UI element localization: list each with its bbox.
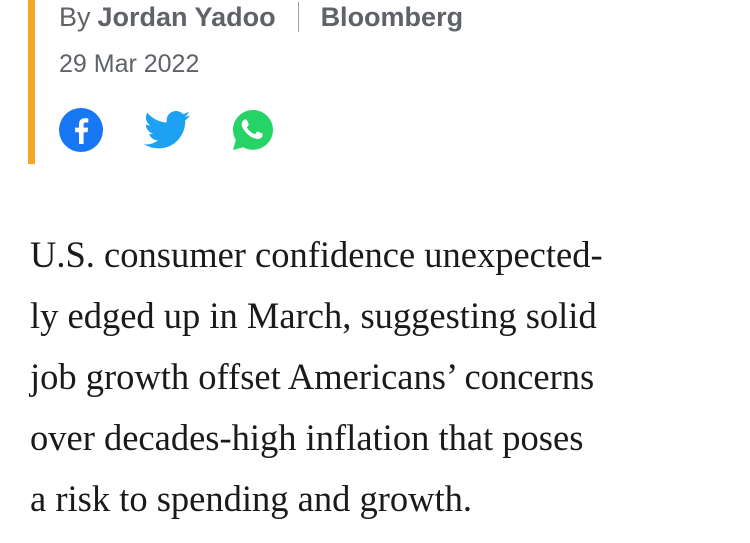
article-line: ly edged up in March, suggesting solid [30, 295, 597, 336]
share-bar [57, 106, 315, 154]
source-name[interactable]: Bloomberg [320, 1, 464, 32]
facebook-icon [59, 108, 103, 152]
byline: By Jordan Yadoo Bloomberg [59, 0, 463, 34]
twitter-icon [144, 111, 190, 149]
share-facebook-button[interactable] [57, 106, 105, 154]
share-twitter-button[interactable] [143, 106, 191, 154]
author-name[interactable]: Jordan Yadoo [97, 1, 276, 32]
byline-by-label: By [59, 1, 91, 32]
article-body: U.S. consumer confidence unexpected- ly … [30, 224, 730, 529]
article-line: over decades-high inflation that poses [30, 417, 584, 458]
whatsapp-icon [233, 110, 273, 150]
publish-date: 29 Mar 2022 [59, 50, 200, 78]
article-line: a risk to spending and growth. [30, 478, 472, 519]
share-whatsapp-button[interactable] [229, 106, 277, 154]
article-meta: By Jordan Yadoo Bloomberg 29 Mar 2022 [28, 0, 728, 164]
article-line: U.S. consumer confidence unexpected- [30, 234, 603, 275]
article-line: job growth offset Americans’ concerns [30, 356, 595, 397]
byline-divider [297, 2, 299, 32]
